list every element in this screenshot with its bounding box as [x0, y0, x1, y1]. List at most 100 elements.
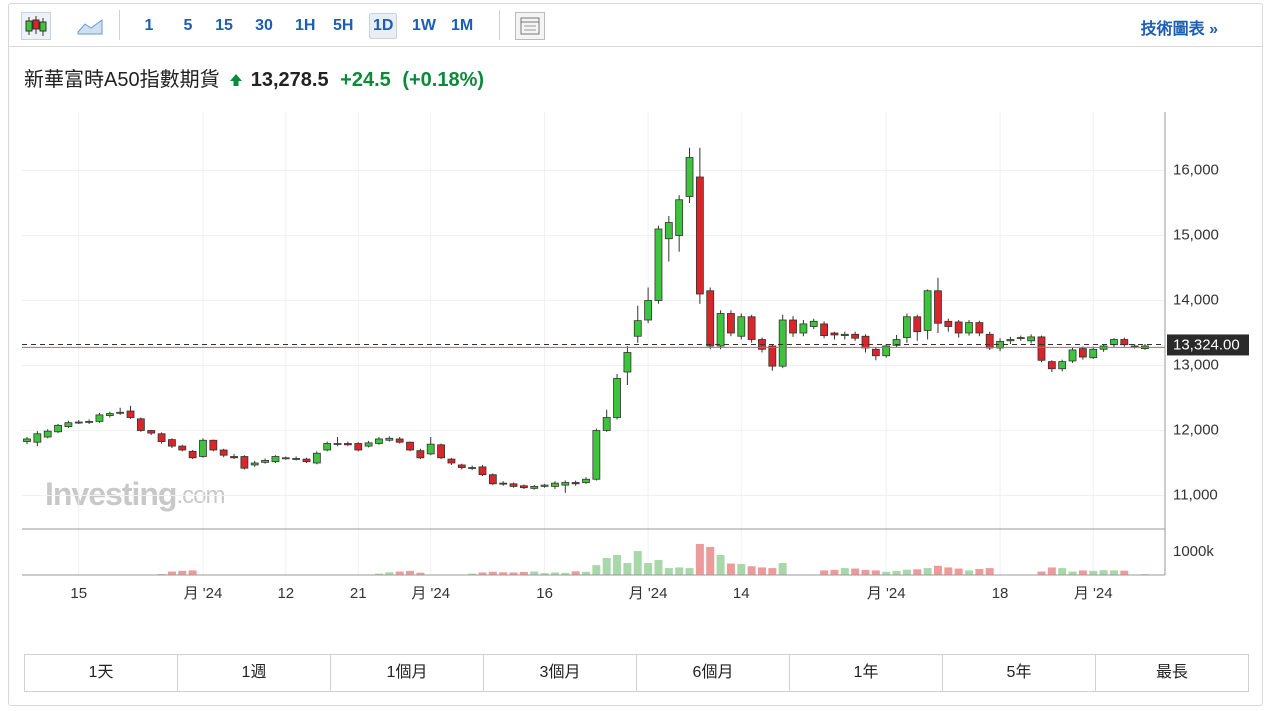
candle-body [395, 438, 404, 443]
candle-body [903, 316, 911, 338]
volume-bar [954, 568, 963, 575]
candle-body [261, 459, 269, 463]
interval-button[interactable]: 1W [412, 17, 436, 34]
y-tick-label: 14,000 [1173, 291, 1219, 308]
candle-body [1120, 339, 1129, 346]
candle-body [281, 457, 290, 460]
volume-bar [726, 563, 735, 575]
volume-bar [509, 572, 518, 575]
candle-body [871, 348, 880, 357]
candle-body [861, 335, 870, 349]
candle-body [530, 485, 539, 489]
toolbar: 1 5 15 30 1H 5H 1D 1W 1M 技術圖表 » [9, 4, 1262, 47]
volume-bar [861, 569, 870, 575]
interval-button[interactable]: 1M [451, 17, 474, 34]
interval-button[interactable]: 30 [255, 17, 273, 34]
volume-bar [571, 571, 580, 575]
candle-body [468, 467, 477, 469]
candle-body [644, 300, 653, 321]
candle-body [664, 222, 673, 240]
instrument-name: 新華富時A50指數期貨 [24, 69, 220, 91]
x-tick-label: 月 '24 [1074, 585, 1113, 602]
candle-body [457, 464, 466, 468]
volume-bar [913, 569, 922, 575]
candle-body [95, 414, 104, 422]
x-tick-label: 月 '24 [867, 585, 906, 602]
y-tick-label: 13,000 [1173, 356, 1219, 373]
interval-button[interactable]: 5 [183, 17, 193, 34]
candle-body [882, 345, 891, 357]
interval-button[interactable]: 1 [144, 17, 154, 34]
candle-body [1037, 336, 1046, 361]
interval-button[interactable]: 1H [295, 17, 316, 34]
volume-bar [871, 570, 880, 575]
volume-bar [540, 573, 549, 575]
volume-bar [1089, 570, 1098, 575]
layout-icon[interactable] [515, 12, 545, 40]
candle-body [168, 439, 176, 447]
interval-button[interactable]: 5H [333, 17, 354, 34]
technical-chart-link[interactable]: 技術圖表 » [1140, 21, 1218, 38]
candle-body [892, 339, 901, 346]
candle-body [944, 320, 953, 327]
volume-bar [965, 570, 974, 575]
volume-bar [1058, 568, 1067, 575]
interval-button-selected[interactable]: 1D [369, 13, 398, 39]
candle-body [199, 439, 207, 457]
candle-body [230, 456, 238, 459]
volume-bar [613, 554, 622, 575]
widget-frame [8, 3, 1263, 706]
candle-body [43, 430, 52, 438]
volume-bar [892, 570, 901, 575]
candle-body [209, 439, 218, 451]
candle-chart-icon[interactable] [21, 12, 51, 40]
candle-body [323, 443, 332, 451]
instrument-header: 新華富時A50指數期貨 13,278.5 +24.5 (+0.18%) [24, 63, 484, 92]
candle-body [851, 333, 860, 339]
interval-button[interactable]: 15 [215, 17, 233, 34]
volume-bar [923, 568, 932, 575]
range-button[interactable]: 5年 [942, 655, 1095, 691]
range-button[interactable]: 1天 [88, 664, 114, 681]
candle-body [447, 458, 456, 464]
separator [499, 10, 500, 40]
candle-body [333, 443, 342, 445]
volume-bar [985, 568, 994, 575]
candle-body [1016, 337, 1025, 339]
area-chart-icon[interactable] [75, 14, 105, 38]
candle-body [375, 438, 383, 444]
y-tick-label: 15,000 [1173, 226, 1219, 243]
volume-bar [902, 569, 911, 575]
volume-bar [1078, 570, 1087, 575]
separator [119, 10, 120, 40]
volume-bar [830, 569, 839, 575]
candle-body [799, 323, 808, 334]
range-button[interactable]: 1個月 [330, 655, 483, 691]
y-tick-label: 16,000 [1173, 161, 1219, 178]
candle-body [219, 449, 228, 456]
candle-body [147, 430, 156, 434]
range-button[interactable]: 1週 [177, 655, 330, 691]
candle-body [1047, 361, 1056, 370]
range-button[interactable]: 6個月 [636, 655, 789, 691]
candle-body [923, 290, 932, 331]
candle-body [64, 422, 73, 428]
candle-body [292, 458, 301, 460]
range-button[interactable]: 1年 [789, 655, 942, 691]
candle-body [716, 313, 725, 347]
volume-bar [178, 570, 187, 575]
volume-bar [675, 567, 684, 575]
candle-body [540, 484, 549, 487]
y-tick-label: 12,000 [1173, 421, 1219, 438]
volume-bar [374, 573, 383, 575]
candle-body [768, 345, 777, 367]
volume-bar [1047, 567, 1056, 575]
candle-body [188, 450, 197, 459]
range-button[interactable]: 3個月 [483, 655, 636, 691]
range-button[interactable]: 最長 [1095, 655, 1248, 691]
candle-body [954, 321, 963, 334]
volume-bar [840, 568, 849, 575]
volume-bar [582, 571, 590, 575]
volume-bar [468, 573, 477, 575]
